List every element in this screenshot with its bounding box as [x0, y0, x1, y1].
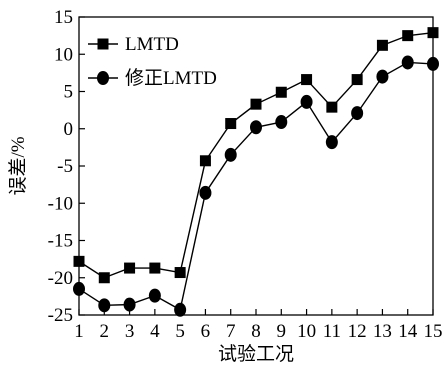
data-point [427, 56, 439, 71]
y-axis-title: 误差/% [7, 136, 29, 195]
data-point [98, 272, 110, 284]
y-tick-label: 0 [64, 119, 74, 140]
legend-label: 修正LMTD [125, 67, 217, 89]
data-point [401, 55, 414, 70]
data-point [149, 262, 161, 274]
x-tick-label: 10 [297, 321, 316, 342]
series-layer [73, 27, 439, 317]
legend-marker [97, 71, 109, 85]
x-axis-title: 试验工况 [218, 343, 294, 365]
x-tick-label: 13 [373, 321, 392, 342]
x-tick-label: 15 [424, 321, 443, 342]
data-point [73, 255, 85, 267]
legend-item-1: LMTD [88, 34, 179, 55]
data-point [98, 298, 111, 313]
legend: LMTD 修正LMTD [88, 34, 217, 89]
series-2 [73, 55, 439, 317]
data-point [325, 135, 338, 150]
y-tick-label: -20 [48, 268, 73, 289]
data-point [402, 30, 414, 42]
data-point [376, 69, 389, 84]
data-point [199, 155, 211, 167]
x-axis-ticks: 1 2 3 4 5 6 7 8 9 10 11 12 13 14 15 [74, 309, 443, 342]
x-tick-label: 11 [323, 321, 341, 342]
series-1 [73, 27, 439, 284]
x-tick-label: 14 [398, 321, 418, 342]
legend-marker [97, 38, 109, 50]
x-tick-label: 1 [74, 321, 84, 342]
legend-item-2: 修正LMTD [88, 67, 217, 89]
data-point [174, 267, 186, 279]
data-point [123, 297, 136, 312]
x-tick-label: 3 [125, 321, 135, 342]
y-tick-label: 15 [54, 7, 73, 28]
x-tick-label: 2 [100, 321, 110, 342]
data-point [124, 262, 136, 274]
x-tick-label: 12 [348, 321, 367, 342]
data-point [250, 120, 262, 135]
data-point [250, 98, 262, 110]
x-tick-label: 8 [251, 321, 261, 342]
data-point [174, 302, 187, 317]
data-point [351, 106, 364, 121]
y-tick-label: 10 [54, 44, 73, 65]
y-tick-label: -10 [48, 193, 73, 214]
data-point [224, 147, 237, 162]
data-point [199, 185, 212, 200]
x-tick-label: 5 [175, 321, 185, 342]
data-point [376, 39, 388, 51]
data-point [326, 101, 338, 113]
data-point [427, 27, 439, 39]
y-tick-label: 5 [64, 82, 74, 103]
y-axis-ticks: -25 -20 -15 -10 -5 0 5 10 15 [48, 7, 85, 326]
x-tick-label: 9 [277, 321, 287, 342]
legend-label: LMTD [125, 34, 179, 55]
x-tick-label: 7 [226, 321, 236, 342]
data-point [148, 288, 161, 303]
data-point [351, 74, 363, 86]
data-point [301, 74, 313, 86]
x-tick-label: 6 [201, 321, 211, 342]
data-point [275, 115, 288, 130]
data-point [73, 281, 85, 296]
data-point [225, 118, 237, 130]
data-point [300, 94, 313, 109]
y-tick-label: -25 [48, 305, 73, 326]
y-tick-label: -5 [57, 156, 73, 177]
y-tick-label: -15 [48, 231, 73, 252]
x-tick-label: 4 [150, 321, 160, 342]
data-point [275, 86, 287, 98]
